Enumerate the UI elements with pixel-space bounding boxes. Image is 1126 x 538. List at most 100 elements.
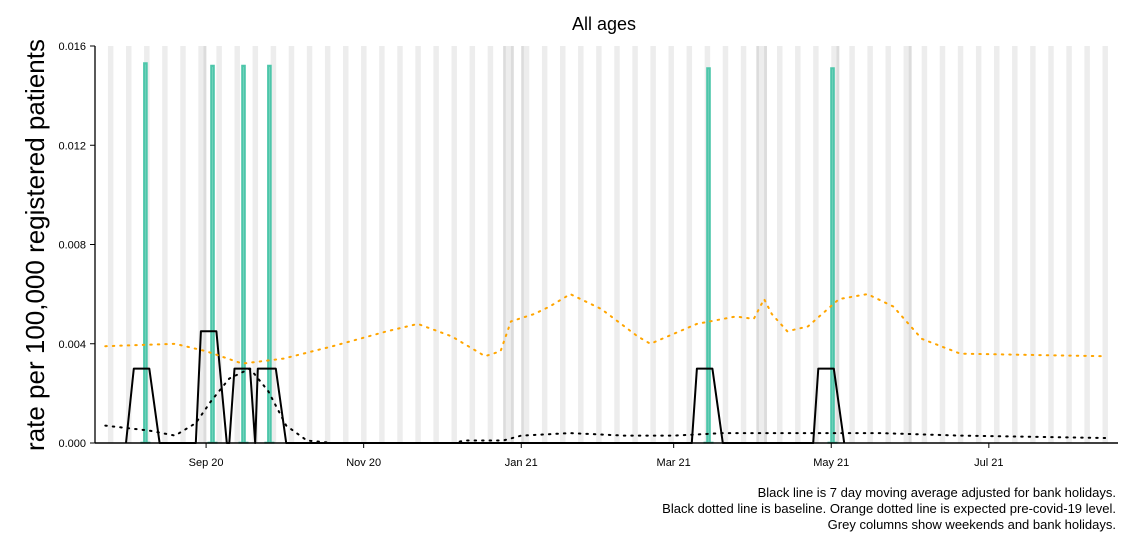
x-tick-label: Sep 20: [189, 457, 224, 469]
weekend-column: [363, 46, 367, 443]
weekend-column: [815, 46, 819, 443]
bank-holiday-column: [908, 46, 912, 443]
weekend-column: [469, 46, 473, 443]
weekend-column: [996, 46, 1000, 443]
weekend-column: [885, 46, 889, 443]
y-tick-label: 0.000: [58, 438, 86, 450]
weekend-column: [381, 46, 385, 443]
weekend-column: [379, 46, 383, 443]
weekend-column: [1014, 46, 1018, 443]
weekend-column: [1050, 46, 1054, 443]
weekend-column: [345, 46, 349, 443]
axes-layer: 0.000 0.004 0.008 0.012 0.016 Sep 20 Nov 20 Jan…: [58, 41, 1118, 469]
bank-holiday-column: [503, 46, 507, 443]
daily-count-spike: [143, 62, 148, 443]
weekend-column: [361, 46, 364, 443]
weekend-column: [598, 46, 602, 443]
weekend-column: [1105, 46, 1108, 443]
weekend-column: [343, 46, 346, 443]
expected-level-line: [104, 293, 1107, 365]
bank-holiday-column: [203, 46, 207, 443]
weekend-column: [924, 46, 928, 443]
weekend-column: [397, 46, 401, 443]
chart-title: All ages: [572, 14, 636, 34]
weekend-columns: [107, 46, 1108, 443]
weekend-column: [255, 46, 259, 443]
weekend-column: [487, 46, 491, 443]
bank-holiday-column: [836, 46, 840, 443]
y-axis-label: rate per 100,000 registered patients: [20, 39, 50, 451]
caption-line-3: Grey columns show weekends and bank holi…: [827, 517, 1116, 532]
weekend-column: [616, 46, 620, 443]
y-tick-label: 0.004: [58, 339, 86, 351]
weekend-column: [849, 46, 853, 443]
weekend-column: [164, 46, 168, 443]
weekend-column: [1102, 46, 1106, 443]
weekend-column: [454, 46, 457, 443]
weekend-column: [939, 46, 943, 443]
weekend-column: [888, 46, 891, 443]
weekend-column: [291, 46, 295, 443]
weekend-column: [560, 46, 563, 443]
weekend-column: [578, 46, 581, 443]
weekend-column: [960, 46, 964, 443]
weekend-column: [306, 46, 310, 443]
weekend-column: [921, 46, 925, 443]
weekend-column: [508, 46, 512, 443]
y-tick-label: 0.016: [58, 41, 86, 53]
weekend-column: [237, 46, 240, 443]
weekend-column: [797, 46, 801, 443]
weekend-column: [417, 46, 421, 443]
weekend-column: [743, 46, 747, 443]
weekend-column: [903, 46, 907, 443]
weekend-column: [270, 46, 274, 443]
weekend-column: [580, 46, 584, 443]
weekend-column: [1048, 46, 1052, 443]
weekend-column: [614, 46, 618, 443]
bank-holiday-column: [764, 46, 767, 443]
weekend-column: [309, 46, 313, 443]
daily-count-spike: [706, 67, 711, 443]
weekend-column: [415, 46, 419, 443]
weekend-column: [182, 46, 186, 443]
weekend-column: [198, 46, 202, 443]
weekend-column: [975, 46, 979, 443]
bank-holiday-column: [756, 46, 760, 443]
weekend-column: [219, 46, 222, 443]
weekend-column: [779, 46, 783, 443]
weekend-column: [795, 46, 798, 443]
x-tick-label: Mar 21: [657, 457, 691, 469]
weekend-column: [541, 46, 545, 443]
weekend-column: [146, 46, 150, 443]
weekend-column: [957, 46, 961, 443]
weekend-column: [1012, 46, 1015, 443]
weekend-column: [562, 46, 566, 443]
weekend-column: [490, 46, 494, 443]
weekend-column: [180, 46, 184, 443]
weekend-column: [942, 46, 946, 443]
weekend-column: [324, 46, 328, 443]
weekend-column: [451, 46, 455, 443]
weekend-column: [288, 46, 292, 443]
weekend-column: [216, 46, 220, 443]
weekend-column: [867, 46, 871, 443]
x-tick-label: Jul 21: [974, 457, 1003, 469]
weekend-column: [978, 46, 982, 443]
weekend-column: [632, 46, 636, 443]
daily-count-spike: [210, 64, 215, 443]
bank-holiday-column: [521, 46, 525, 443]
weekend-column: [671, 46, 674, 443]
weekend-column: [523, 46, 527, 443]
weekend-column: [544, 46, 548, 443]
weekend-column: [252, 46, 256, 443]
weekend-column: [1084, 46, 1088, 443]
weekend-column: [505, 46, 509, 443]
weekend-column: [758, 46, 762, 443]
weekend-column: [833, 46, 837, 443]
caption-line-1: Black line is 7 day moving average adjus…: [757, 485, 1116, 500]
weekend-column: [327, 46, 331, 443]
weekend-column: [650, 46, 654, 443]
weekend-column: [668, 46, 672, 443]
weekend-column: [761, 46, 765, 443]
weekend-column: [234, 46, 238, 443]
